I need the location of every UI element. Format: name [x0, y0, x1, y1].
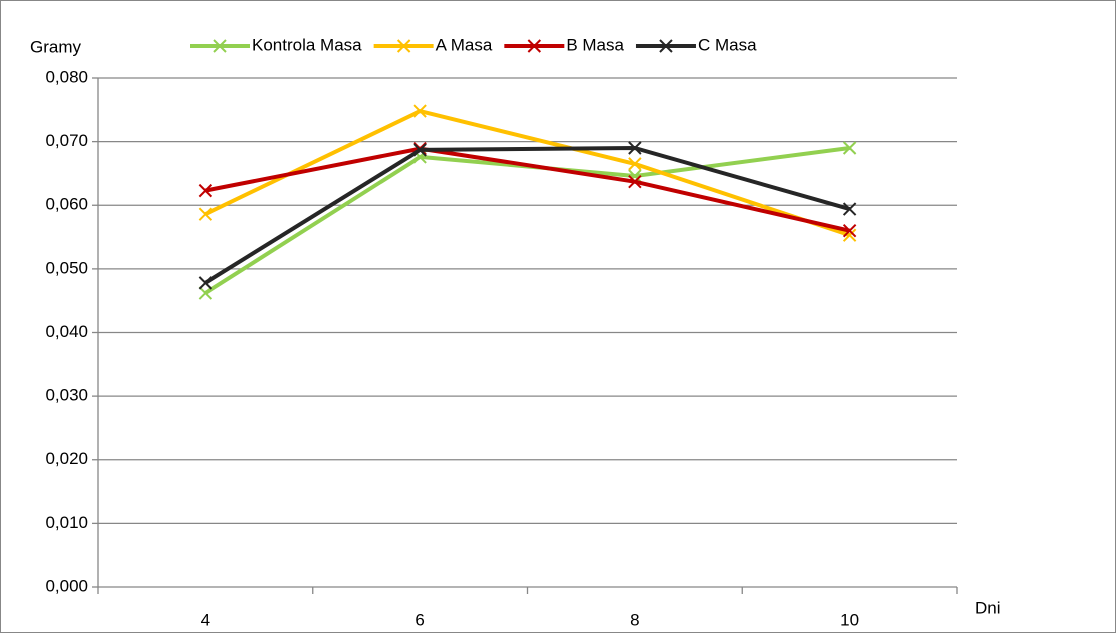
- data-point: [198, 207, 213, 221]
- series-line: [204, 146, 851, 233]
- y-tick-label: 0,020: [45, 449, 88, 468]
- data-point: [842, 141, 857, 155]
- legend-marker: [659, 39, 673, 53]
- legend-label: B Masa: [566, 35, 624, 54]
- legend-label: A Masa: [436, 35, 493, 54]
- y-tick-label: 0,060: [45, 195, 88, 214]
- y-axis-label: Gramy: [30, 37, 82, 56]
- x-axis-label: Dni: [975, 598, 1001, 617]
- y-tick-label: 0,080: [45, 67, 88, 86]
- y-tick-label: 0,030: [45, 386, 88, 405]
- y-tick-label: 0,000: [45, 576, 88, 595]
- y-tick-label: 0,010: [45, 513, 88, 532]
- series-line: [204, 145, 851, 285]
- legend-label: Kontrola Masa: [252, 35, 362, 54]
- data-point: [842, 223, 857, 238]
- legend-label: C Masa: [698, 35, 757, 54]
- x-tick-label: 10: [840, 610, 859, 629]
- y-tick-label: 0,040: [45, 322, 88, 341]
- data-point: [198, 276, 213, 290]
- y-tick-label: 0,050: [45, 258, 88, 277]
- data-point: [413, 104, 427, 118]
- data-point: [628, 157, 642, 171]
- legend-marker: [213, 39, 227, 53]
- data-point: [198, 286, 213, 300]
- y-tick-label: 0,070: [45, 131, 88, 150]
- data-point: [628, 141, 642, 155]
- data-point: [198, 183, 213, 198]
- x-tick-label: 6: [415, 610, 424, 629]
- legend-marker: [527, 39, 542, 53]
- data-point: [842, 202, 857, 216]
- series-line: [204, 109, 851, 238]
- legend-marker: [396, 39, 411, 53]
- data-point: [628, 175, 642, 189]
- data-point: [413, 143, 427, 157]
- x-tick-label: 8: [630, 610, 639, 629]
- x-tick-label: 4: [201, 610, 210, 629]
